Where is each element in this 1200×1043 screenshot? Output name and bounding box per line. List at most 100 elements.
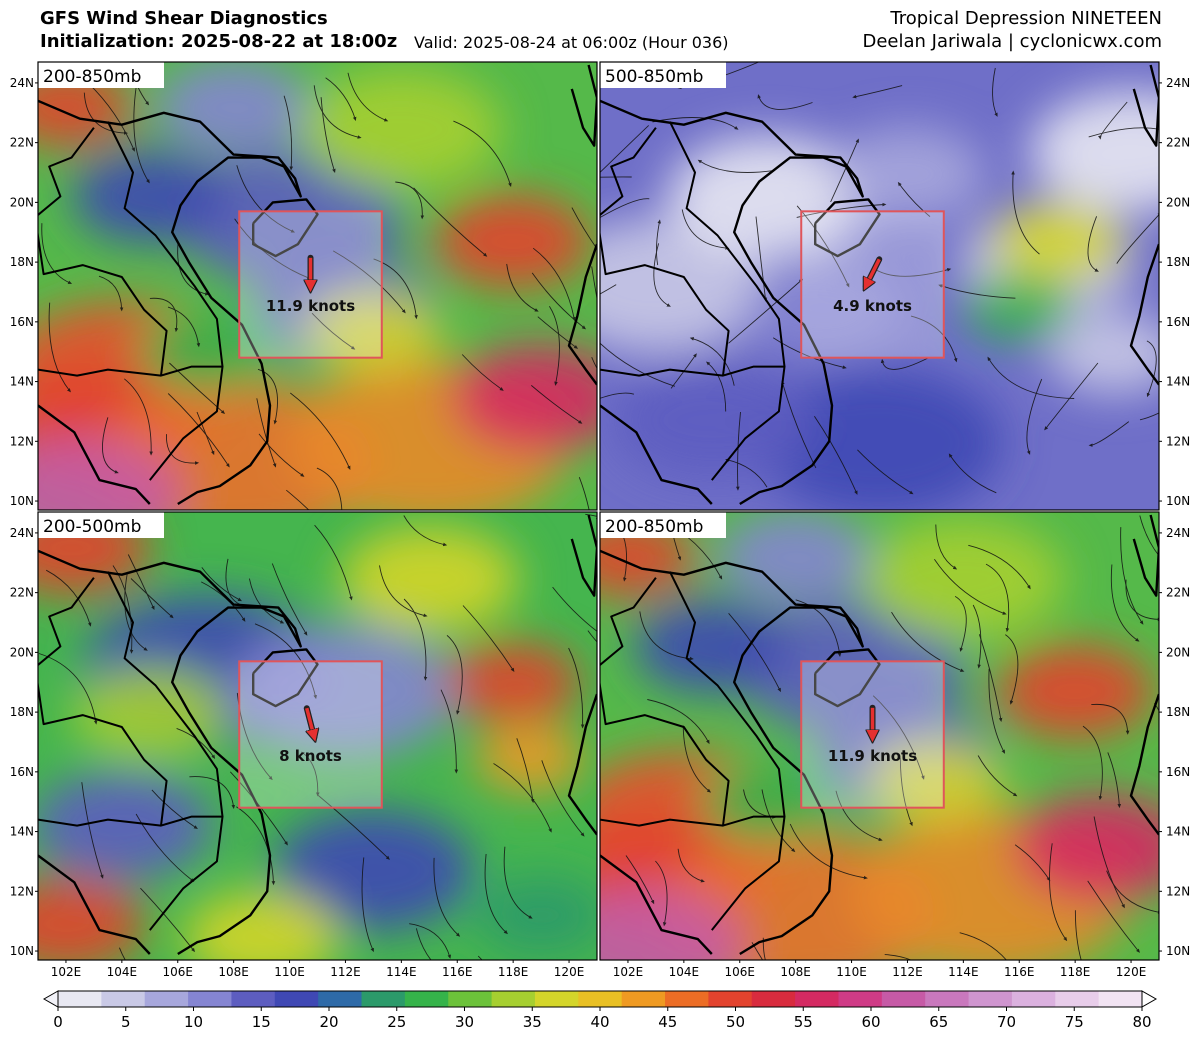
lat-tick-label-right: 12N [1166, 434, 1190, 448]
lon-tick-label: 106E [163, 965, 194, 979]
lon-tick-label: 108E [780, 965, 811, 979]
shear-panel-top-right: 4.9 knots 500-850mb [599, 61, 1160, 511]
lat-tick-label-right: 20N [1166, 195, 1190, 209]
lat-tick-label-left: 24N [10, 76, 34, 90]
panel-layer-label: 200-850mb [605, 517, 703, 537]
lat-tick-label-left: 22N [10, 136, 34, 150]
lon-tick-label: 118E [498, 965, 529, 979]
colorbar-tick-label: 40 [590, 1013, 609, 1031]
colorbar-tick-label: 5 [121, 1013, 131, 1031]
panel-layer-label: 200-850mb [43, 67, 141, 87]
panel-layer-label: 200-500mb [43, 517, 141, 537]
lon-tick-label: 112E [330, 965, 361, 979]
figure-header: GFS Wind Shear Diagnostics Initializatio… [0, 0, 1200, 58]
colorbar-swatch [318, 991, 363, 1007]
lat-tick-label-left: 12N [10, 434, 34, 448]
wind-shear-colorbar: 0 5 10 15 20 25 30 35 40 45 50 55 60 65 70 75 80 [42, 990, 1158, 1031]
colorbar-swatch [58, 991, 102, 1007]
lat-tick-label-left: 18N [10, 255, 34, 269]
panel-frame [37, 511, 598, 961]
colorbar-tick-label: 60 [861, 1013, 880, 1031]
lon-tick-label: 102E [613, 965, 644, 979]
lon-tick-label: 114E [386, 965, 417, 979]
coastlines-borders [600, 514, 1159, 956]
panel-label-background [38, 512, 164, 538]
lat-tick-label-right: 22N [1166, 586, 1190, 600]
colorbar-tick-label: 25 [387, 1013, 406, 1031]
colorbar-swatch [491, 991, 536, 1007]
lat-tick-label-right: 18N [1166, 255, 1190, 269]
colorbar-tick-label: 80 [1132, 1013, 1151, 1031]
colorbar-swatch [621, 991, 666, 1007]
shear-value: 11.9 knots [828, 747, 917, 765]
lat-tick-label-right: 24N [1166, 526, 1190, 540]
streamlines [617, 515, 1159, 960]
lat-tick-label-right: 16N [1166, 765, 1190, 779]
lat-tick-label-right: 14N [1166, 825, 1190, 839]
shear-panel-bottom-right: 11.9 knots 200-850mb [599, 511, 1160, 961]
colorbar-max-extend [1141, 990, 1158, 1008]
lat-tick-label-right: 14N [1166, 375, 1190, 389]
coastlines-borders [600, 64, 1159, 506]
lon-tick-label: 120E [554, 965, 585, 979]
colorbar-swatch [101, 991, 146, 1007]
colorbar-swatch [274, 991, 319, 1007]
lat-tick-label-left: 10N [10, 494, 34, 508]
shear-panel-bottom-left: 8 knots 200-500mb [37, 511, 598, 961]
colorbar-tick-label: 10 [184, 1013, 203, 1031]
lat-tick-label-right: 18N [1166, 705, 1190, 719]
colorbar-tick-label: 45 [658, 1013, 677, 1031]
lon-tick-label: 104E [107, 965, 138, 979]
shear-value: 4.9 knots [833, 297, 912, 315]
lat-tick-label-left: 20N [10, 645, 34, 659]
storm-analysis-box [800, 210, 945, 359]
lon-tick-label: 116E [442, 965, 473, 979]
lon-tick-label: 110E [836, 965, 867, 979]
lat-tick-label-left: 10N [10, 944, 34, 958]
colorbar-swatch [1098, 991, 1143, 1007]
shear-panel-top-left: 11.9 knots 200-850mb [37, 61, 598, 511]
shear-magnitude-shading [38, 62, 597, 510]
initialization-time: Initialization: 2025-08-22 at 18:00z [40, 31, 398, 52]
storm-name: Tropical Depression NINETEEN [890, 8, 1162, 29]
colorbar-tick-label: 35 [523, 1013, 542, 1031]
colorbar-tick-label: 15 [252, 1013, 271, 1031]
colorbar-swatch [665, 991, 709, 1007]
colorbar-tick-label: 75 [1065, 1013, 1084, 1031]
shear-magnitude-shading [600, 512, 1159, 960]
lat-tick-label-right: 24N [1166, 76, 1190, 90]
lat-tick-label-left: 20N [10, 195, 34, 209]
shear-magnitude-shading [600, 91, 1159, 510]
lat-tick-label-left: 18N [10, 705, 34, 719]
colorbar-swatch [188, 991, 232, 1007]
panel-frame [599, 61, 1160, 511]
colorbar-swatch [404, 991, 449, 1007]
lat-tick-label-left: 14N [10, 825, 34, 839]
panel-label-background [38, 62, 164, 88]
lat-tick-label-left: 14N [10, 375, 34, 389]
colorbar-swatch [1011, 991, 1056, 1007]
lat-tick-label-right: 12N [1166, 884, 1190, 898]
lon-tick-label: 114E [948, 965, 979, 979]
colorbar-swatch [361, 991, 406, 1007]
colorbar-tick-label: 55 [794, 1013, 813, 1031]
lat-tick-label-left: 24N [10, 526, 34, 540]
shear-magnitude-shading [38, 512, 597, 960]
colorbar-swatch [578, 991, 623, 1007]
lat-tick-label-right: 22N [1166, 136, 1190, 150]
lon-tick-label: 104E [669, 965, 700, 979]
panel-layer-label: 500-850mb [605, 67, 703, 87]
panel-label-background [600, 62, 726, 88]
colorbar-swatch [925, 991, 970, 1007]
colorbar-swatch [231, 991, 276, 1007]
colorbar-swatch [534, 991, 579, 1007]
colorbar-swatch [144, 991, 189, 1007]
lat-tick-label-left: 12N [10, 884, 34, 898]
lon-tick-label: 102E [51, 965, 82, 979]
colorbar-swatch [968, 991, 1013, 1007]
lat-tick-label-left: 16N [10, 765, 34, 779]
lat-tick-label-right: 16N [1166, 315, 1190, 329]
colorbar-swatch [795, 991, 839, 1007]
panel-frame [599, 511, 1160, 961]
